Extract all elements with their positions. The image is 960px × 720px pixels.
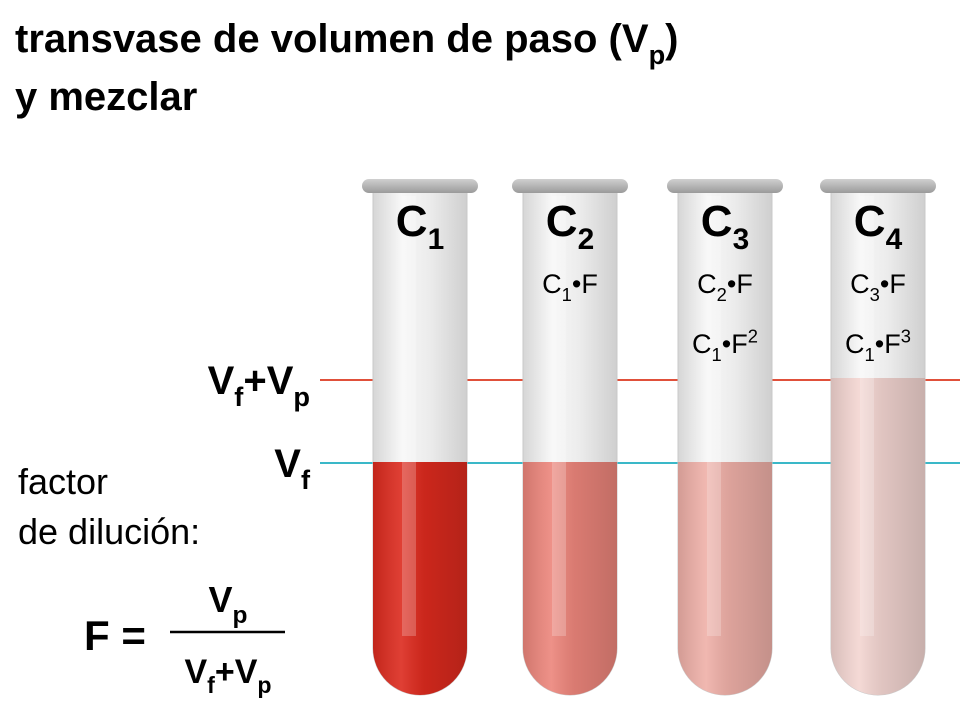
subscript: 1: [562, 284, 572, 305]
text-run: V: [208, 359, 235, 403]
text-run: •F: [875, 329, 901, 359]
subscript: 3: [733, 223, 750, 256]
text-run: V: [209, 579, 233, 620]
level-label: Vf: [274, 442, 311, 495]
title-line: transvase de volumen de paso (Vp): [15, 17, 679, 70]
text-run: +V: [243, 359, 293, 403]
subscript: 2: [717, 284, 727, 305]
text-run: •F: [722, 329, 748, 359]
tube-formula: C1•F3: [845, 326, 911, 365]
title-line: y mezclar: [15, 75, 197, 119]
text-run: C: [854, 197, 886, 246]
tube-highlight: [707, 196, 721, 636]
subscript: 3: [870, 284, 880, 305]
text-run: C: [701, 197, 733, 246]
text-run: C: [692, 329, 712, 359]
subscript: p: [233, 602, 248, 629]
text-run: •F: [572, 269, 598, 299]
subscript: f: [301, 464, 311, 495]
subscript: f: [234, 381, 244, 412]
text-run: y mezclar: [15, 75, 197, 119]
tube-formula: C1•F: [542, 269, 598, 305]
text-run: C: [845, 329, 865, 359]
subscript: p: [293, 381, 310, 412]
tube-rim: [667, 179, 783, 193]
supscript: 3: [901, 326, 911, 347]
fraction-numerator: Vp: [209, 579, 248, 629]
factor-line: de dilución:: [18, 511, 200, 552]
text-run: C: [850, 269, 870, 299]
text-run: C: [546, 197, 578, 246]
text-run: C: [697, 269, 717, 299]
tube-liquid-shade: [373, 462, 467, 695]
subscript: f: [207, 672, 215, 698]
tube-liquid-shade: [523, 462, 617, 695]
tube-highlight: [860, 196, 874, 636]
text-run: ): [665, 17, 678, 61]
tube-formula: C1•F2: [692, 326, 758, 365]
text-run: C: [542, 269, 562, 299]
text-run: C: [396, 197, 428, 246]
tube-label: C2: [546, 197, 594, 256]
subscript: 2: [578, 223, 595, 256]
tube-liquid-shade: [831, 378, 925, 695]
tube-rim: [512, 179, 628, 193]
factor-lhs: F =: [84, 612, 146, 659]
subscript: p: [257, 672, 271, 698]
text-run: V: [274, 442, 301, 486]
subscript: 1: [712, 344, 722, 365]
tube-rim: [362, 179, 478, 193]
tube-formula: C2•F: [697, 269, 753, 305]
factor-line: factor: [18, 461, 108, 502]
text-run: +V: [215, 653, 258, 691]
test-tube: C1: [362, 179, 478, 696]
tube-label: C4: [854, 197, 903, 256]
tube-rim: [820, 179, 936, 193]
subscript: 4: [886, 223, 903, 256]
tube-highlight: [552, 196, 566, 636]
text-run: transvase de volumen de paso (V: [15, 17, 649, 61]
text-run: V: [184, 653, 207, 691]
tube-formula: C3•F: [850, 269, 906, 305]
text-run: •F: [880, 269, 906, 299]
tube-label: C1: [396, 197, 444, 256]
subscript: 1: [865, 344, 875, 365]
subscript: p: [649, 39, 666, 70]
fraction-denominator: Vf+Vp: [184, 653, 271, 698]
level-label: Vf+Vp: [208, 359, 310, 412]
subscript: 1: [428, 223, 445, 256]
tube-highlight: [402, 196, 416, 636]
tube-label: C3: [701, 197, 749, 256]
text-run: •F: [727, 269, 753, 299]
tube-liquid-shade: [678, 462, 772, 695]
supscript: 2: [748, 326, 758, 347]
